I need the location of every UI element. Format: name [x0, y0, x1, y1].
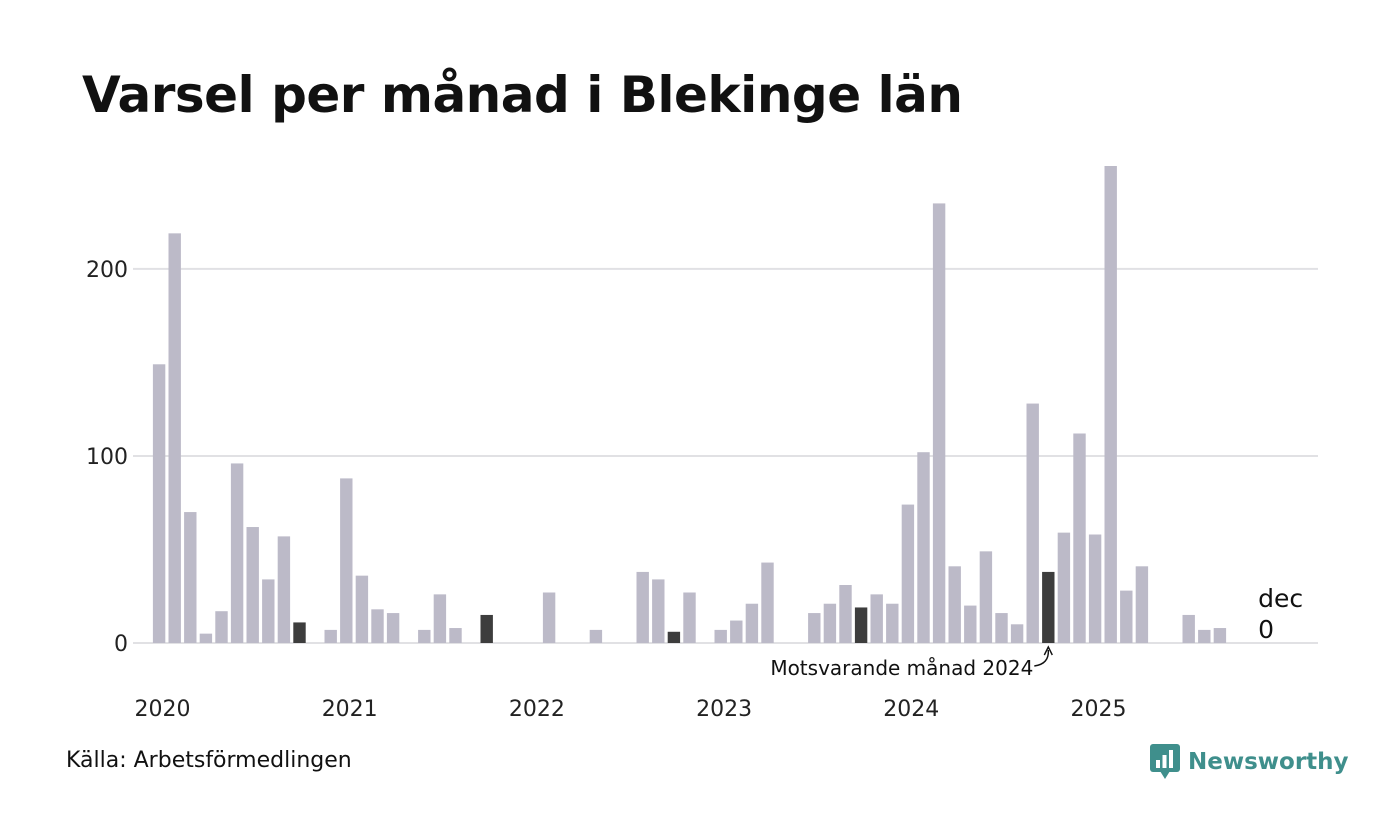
bar [340, 478, 353, 643]
bar [1010, 624, 1024, 643]
annotation-arrow-head [1043, 645, 1053, 656]
bar [979, 551, 993, 643]
bar [184, 512, 197, 643]
bar [1182, 614, 1195, 643]
y-tick-label: 200 [86, 258, 128, 283]
bar [386, 613, 400, 643]
brand-logo[interactable]: Newsworthy [1150, 744, 1349, 780]
bar [199, 633, 213, 643]
bar [870, 594, 883, 643]
y-tick-label: 100 [86, 445, 128, 470]
bar-highlight [1042, 571, 1055, 643]
x-tick-label: 2024 [883, 697, 939, 722]
bar [948, 566, 961, 643]
bar [230, 463, 244, 643]
bar [152, 364, 166, 643]
bar [355, 575, 369, 643]
bar [1057, 532, 1071, 643]
bar [1120, 590, 1133, 643]
bar [917, 452, 930, 643]
annotation-label: Motsvarande månad 2024 [770, 656, 1033, 680]
bar [418, 629, 431, 643]
bar [1135, 566, 1149, 643]
x-tick-label: 2025 [1071, 697, 1127, 722]
bar [589, 629, 603, 643]
bar [1026, 403, 1039, 643]
y-tick-label: 0 [114, 632, 128, 657]
newsworthy-logo-icon [1150, 744, 1180, 779]
bar [652, 579, 665, 643]
x-tick-label: 2020 [135, 697, 191, 722]
brand-name: Newsworthy [1188, 749, 1349, 775]
bar [277, 536, 291, 643]
bar [542, 592, 556, 643]
x-tick-label: 2022 [509, 697, 565, 722]
bar [1073, 433, 1086, 643]
x-tick-label: 2023 [696, 697, 752, 722]
last-value-label: 0 [1258, 615, 1274, 644]
last-month-label: dec [1258, 584, 1303, 613]
bar [168, 233, 181, 643]
annotation-arrow [1034, 649, 1050, 667]
bar [262, 579, 275, 643]
source-text: Källa: Arbetsförmedlingen [66, 748, 352, 773]
bar [683, 592, 696, 643]
bar [636, 571, 649, 643]
bar [823, 603, 837, 643]
bar [371, 609, 384, 643]
bar [839, 585, 852, 643]
bar [1213, 628, 1227, 643]
bar-highlight [854, 607, 868, 643]
chart-title: Varsel per månad i Blekinge län [82, 66, 963, 124]
bar-highlight [480, 614, 493, 643]
bar-highlight [293, 622, 306, 643]
bar [901, 504, 915, 643]
bar [761, 562, 774, 643]
bar [433, 594, 447, 643]
x-tick-label: 2021 [322, 697, 378, 722]
bar [808, 613, 821, 643]
bar [995, 613, 1008, 643]
bar [1088, 534, 1102, 643]
bar [1104, 166, 1117, 643]
bar-highlight [667, 631, 681, 643]
bar [745, 603, 759, 643]
bar [449, 628, 462, 643]
bar [324, 629, 337, 643]
bar [215, 611, 228, 643]
bar [730, 620, 743, 643]
bar [246, 527, 259, 643]
bar [714, 629, 727, 643]
bar [886, 603, 899, 643]
bar [964, 605, 977, 643]
bar [1198, 629, 1211, 643]
bar [932, 203, 946, 644]
